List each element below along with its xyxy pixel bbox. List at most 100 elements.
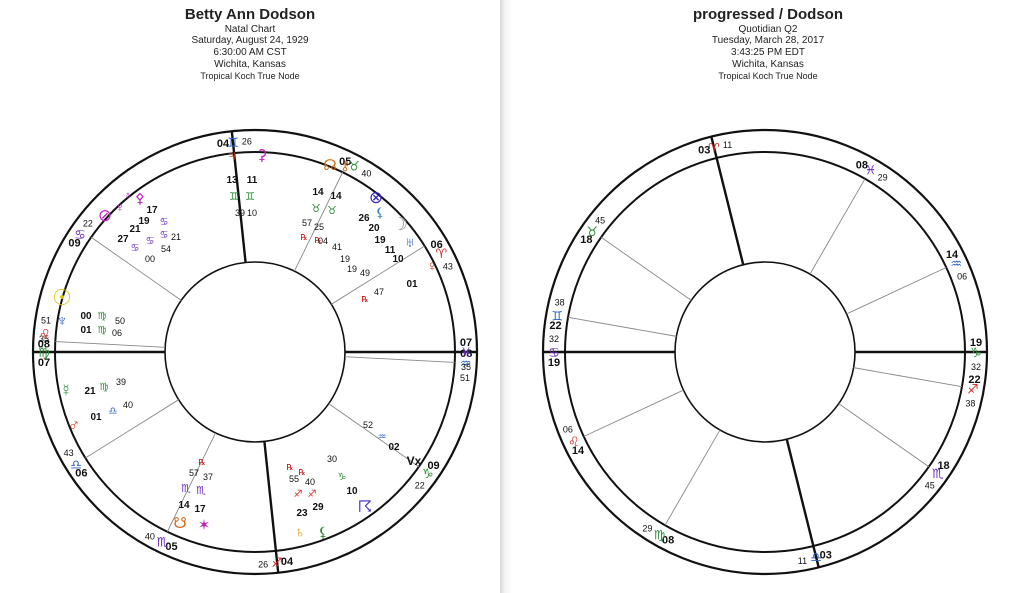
planet-label: 14	[312, 187, 324, 198]
planet-label: ♋	[160, 217, 169, 228]
planet-label: ♉	[327, 205, 337, 217]
chart-time: 3:43:25 PM EDT	[731, 47, 805, 59]
aries-glyph: ♈	[435, 246, 447, 261]
house-cusp-line	[600, 236, 692, 301]
planet-label: 21	[129, 224, 141, 235]
planet-label: ♊	[245, 191, 255, 203]
leo-glyph: ♌	[39, 327, 51, 342]
vertex-icon: ⊘	[98, 206, 112, 225]
cusp-minutes: 06	[957, 272, 967, 282]
cusp-minutes: 51	[460, 373, 470, 383]
planet-label: 57	[189, 468, 199, 478]
natal-chart-panel: Betty Ann Dodson Natal Chart Saturday, A…	[0, 0, 500, 593]
planet-label: ♋	[131, 243, 140, 254]
planet-label: 10	[346, 486, 358, 497]
progressed-chart-wheel: 19♋3214♌0608♍2903♎1118♏4522♐3819♑3214♒06…	[541, 128, 989, 576]
cusp-degree: 19	[548, 357, 560, 369]
planet-label: ℞	[298, 468, 305, 477]
cusp-degree: 14	[946, 249, 959, 261]
planet-label: 11	[385, 245, 396, 256]
planet-label: ℞	[314, 236, 321, 245]
scorpio-glyph: ♏	[932, 466, 944, 481]
house-cusp-line	[263, 441, 280, 573]
cusp-minutes: 06	[563, 424, 573, 434]
planet-label: 50	[115, 316, 125, 326]
house-cusp-line	[294, 172, 344, 272]
progressed-chart-header: progressed / Dodson Quotidian Q2 Tuesday…	[512, 6, 1024, 81]
cusp-degree: 14	[572, 445, 585, 457]
cusp-minutes: 32	[549, 334, 559, 344]
aquarius-glyph: ♒	[950, 256, 962, 271]
planet-label: ♒	[378, 432, 387, 443]
cusp-minutes: 29	[642, 524, 652, 534]
planet-label: ♎	[109, 406, 118, 417]
uranus-icon: ♅	[405, 234, 416, 250]
planet-label: 00	[145, 254, 155, 264]
house-cusp-line	[664, 429, 721, 526]
cusp-degree: 19	[970, 337, 982, 349]
saturn-icon: ♄	[294, 524, 305, 541]
cusp-degree: 09	[68, 237, 80, 249]
planet-label: 57	[302, 218, 312, 228]
cusp-degree: 08	[662, 535, 674, 547]
mars-icon: ♂	[68, 416, 81, 435]
planet-label: 13	[226, 175, 238, 186]
progressed-chart-panel: progressed / Dodson Quotidian Q2 Tuesday…	[512, 0, 1024, 593]
capricorn-glyph: ♑	[970, 345, 982, 360]
wheel-graphics: 07♍3506♎4305♏4004♐2609♑2208♒5107♓3506♈43…	[31, 128, 479, 576]
cusp-minutes: 26	[258, 559, 268, 569]
neptune-icon: ♆	[56, 313, 68, 330]
gemini-glyph: ♊	[551, 308, 563, 323]
planet-label: 01	[80, 325, 92, 336]
chart-date: Tuesday, March 28, 2017	[711, 35, 825, 47]
leo-glyph: ♌	[568, 434, 580, 449]
part-of-fortune-icon: ⊗	[369, 188, 383, 207]
cusp-minutes: 45	[595, 216, 605, 226]
planet-label: 21	[84, 386, 96, 397]
house-cusp-line	[838, 403, 930, 468]
sagittarius-glyph: ♐	[271, 555, 283, 570]
planet-label: ♏	[196, 485, 206, 497]
aries-glyph: ♈	[708, 140, 720, 155]
planet-label: 19	[347, 264, 357, 274]
house-cusp-line	[85, 399, 179, 459]
cusp-minutes: 11	[798, 556, 807, 566]
planet-label: 17	[146, 205, 158, 216]
mercury-icon: ☿	[60, 381, 73, 400]
virgo-glyph: ♍	[38, 345, 50, 360]
planet-label: 10	[247, 208, 257, 218]
planet-label: ℞	[361, 295, 368, 304]
chart-place: Wichita, Kansas	[214, 59, 286, 71]
planet-label: ♁	[124, 189, 132, 201]
house-cusp-line	[846, 267, 947, 315]
juno-icon: ✶	[198, 517, 211, 534]
planet-label: 39	[116, 377, 126, 387]
cusp-minutes: 29	[878, 172, 888, 182]
aquarius-glyph: ♒	[460, 356, 472, 371]
lilith-icon: ⚸	[375, 205, 385, 220]
wheel-graphics: 19♋3214♌0608♍2903♎1118♏4522♐3819♑3214♒06…	[541, 128, 989, 576]
planet-label: 37	[203, 472, 213, 482]
cusp-degree: 07	[38, 357, 50, 369]
planet-label: 19	[374, 235, 386, 246]
house-cusp-line	[331, 245, 425, 305]
planet-label: 00	[80, 311, 92, 322]
cusp-minutes: 43	[443, 261, 453, 271]
planet-label: ♍	[98, 325, 107, 336]
taurus-glyph: ♉	[586, 224, 598, 239]
cusp-minutes: 40	[361, 168, 371, 178]
cancer-glyph: ♋	[74, 227, 86, 242]
cusp-minutes: 40	[145, 532, 155, 542]
house-cusp-line	[853, 367, 963, 388]
planet-label: 40	[123, 400, 133, 410]
planet-label: 11	[247, 175, 258, 186]
cusp-minutes: 22	[83, 218, 93, 228]
center-circle	[674, 261, 856, 443]
planet-label: ℞	[198, 458, 205, 467]
chart-title: progressed / Dodson	[692, 6, 844, 23]
planet-label: 06	[112, 328, 122, 338]
house-cusp-line	[809, 178, 866, 275]
cusp-degree: 06	[430, 239, 442, 251]
cusp-degree: 04	[217, 138, 230, 150]
chart-place: Wichita, Kansas	[732, 59, 804, 71]
